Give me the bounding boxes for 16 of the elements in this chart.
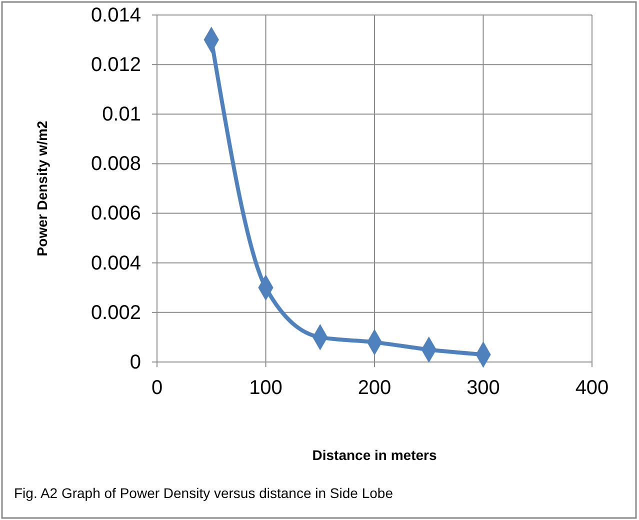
- x-axis-title: Distance in meters: [312, 447, 437, 463]
- y-axis-title: Power Density w/m2: [34, 120, 50, 256]
- x-tick-label: 0: [151, 377, 163, 399]
- y-tick-label: 0.012: [90, 54, 141, 76]
- y-tick-label: 0: [130, 351, 141, 374]
- y-tick-label: 0.014: [90, 4, 141, 26]
- x-tick-label: 100: [249, 377, 282, 399]
- caption: Fig. A2 Graph of Power Density versus distance in Side Lobe: [14, 485, 394, 501]
- y-tick-label: 0.01: [102, 104, 141, 126]
- y-tick-label: 0.002: [90, 302, 141, 324]
- y-tick-label: 0.004: [90, 252, 141, 274]
- x-tick-label: 400: [575, 377, 609, 399]
- y-tick-label: 0.006: [90, 202, 141, 225]
- y-tick-label: 0.008: [90, 153, 141, 176]
- x-tick-label: 200: [358, 377, 392, 399]
- x-tick-label: 300: [466, 377, 500, 399]
